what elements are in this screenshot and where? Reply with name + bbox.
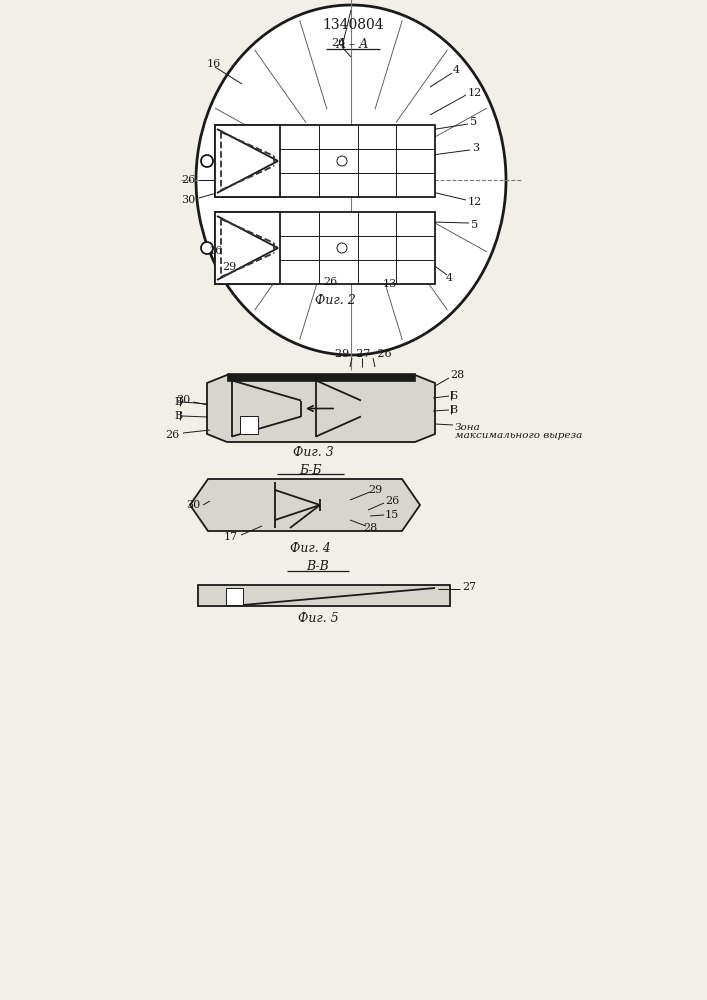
Text: 4: 4: [445, 273, 452, 283]
Circle shape: [201, 155, 213, 167]
Text: 29: 29: [222, 262, 236, 272]
Text: 29  27  26: 29 27 26: [334, 349, 391, 359]
Text: Фиг. 3: Фиг. 3: [293, 446, 334, 458]
Ellipse shape: [196, 5, 506, 355]
Bar: [215, 212, 280, 284]
Text: 30: 30: [181, 195, 195, 205]
Text: 26: 26: [331, 38, 345, 48]
Text: Фиг. 5: Фиг. 5: [298, 611, 339, 624]
Text: 15: 15: [385, 510, 399, 520]
Text: 5: 5: [470, 117, 477, 127]
Text: Фиг. 2: Фиг. 2: [315, 294, 356, 306]
Text: 26: 26: [385, 496, 399, 506]
Text: 12: 12: [468, 88, 482, 98]
Text: 26: 26: [165, 430, 180, 440]
Bar: [198, 585, 450, 606]
Text: 17: 17: [224, 532, 238, 542]
Text: Б-Б: Б-Б: [299, 464, 321, 477]
Text: 5: 5: [471, 220, 478, 230]
Text: Зона: Зона: [455, 422, 481, 432]
Bar: [240, 416, 258, 434]
Polygon shape: [207, 375, 435, 442]
Text: 16: 16: [209, 246, 223, 256]
Text: максимального выреза: максимального выреза: [455, 430, 583, 440]
Text: 1340804: 1340804: [322, 18, 384, 32]
Text: 30: 30: [186, 500, 200, 510]
Bar: [227, 373, 415, 381]
Text: 13: 13: [383, 279, 397, 289]
Text: 12: 12: [468, 197, 482, 207]
Text: 3: 3: [472, 143, 479, 153]
Text: 16: 16: [207, 59, 221, 69]
Text: Фиг. 4: Фиг. 4: [290, 542, 330, 554]
Polygon shape: [190, 479, 420, 531]
Bar: [226, 588, 243, 605]
Text: B-B: B-B: [307, 560, 329, 572]
Circle shape: [337, 243, 347, 253]
Text: 4: 4: [452, 65, 460, 75]
Text: 26: 26: [181, 175, 195, 185]
Circle shape: [201, 242, 213, 254]
Text: Б: Б: [174, 397, 182, 407]
Text: 28: 28: [363, 523, 377, 533]
Bar: [215, 125, 435, 197]
Text: Б: Б: [449, 391, 457, 401]
Text: 28: 28: [450, 370, 464, 380]
Text: 30: 30: [176, 395, 190, 405]
Text: В: В: [449, 405, 457, 415]
Text: В: В: [174, 411, 182, 421]
Bar: [215, 125, 280, 197]
Text: 27: 27: [462, 582, 476, 592]
Text: 29: 29: [368, 485, 382, 495]
Text: A – A: A – A: [337, 37, 369, 50]
Text: 26: 26: [323, 277, 337, 287]
Bar: [215, 212, 435, 284]
Circle shape: [337, 156, 347, 166]
